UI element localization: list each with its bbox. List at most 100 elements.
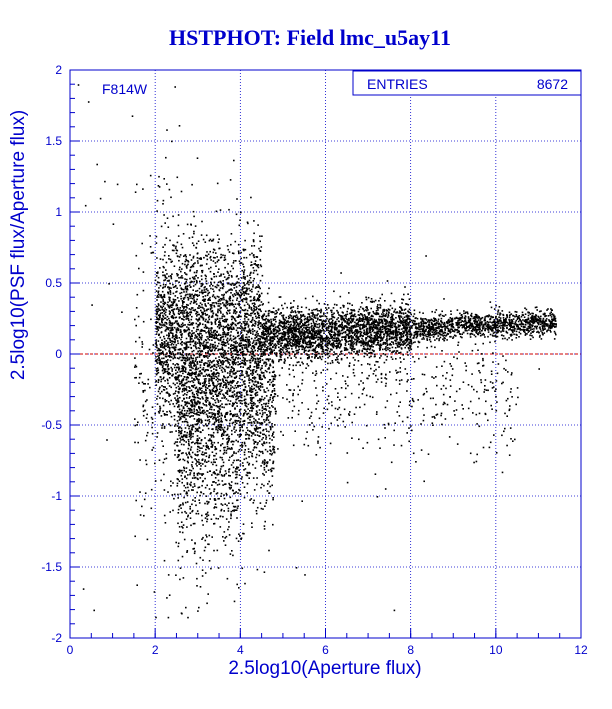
data-point <box>321 345 324 348</box>
data-point <box>304 321 306 324</box>
data-point <box>173 405 176 408</box>
data-point <box>190 323 193 325</box>
data-point <box>250 314 252 317</box>
data-point <box>373 338 376 341</box>
data-point <box>165 325 168 328</box>
data-point <box>322 319 325 322</box>
data-point <box>269 328 271 331</box>
data-point <box>256 364 258 366</box>
data-point <box>255 321 257 323</box>
data-point <box>372 324 375 326</box>
data-point <box>300 316 302 319</box>
data-point <box>247 281 249 284</box>
data-point <box>233 293 236 295</box>
data-point <box>236 382 238 385</box>
data-point <box>238 337 241 340</box>
data-point <box>208 267 210 270</box>
data-point <box>314 353 316 356</box>
data-point <box>217 410 219 412</box>
data-point <box>187 304 189 306</box>
data-point <box>159 284 162 287</box>
data-point <box>300 332 302 334</box>
data-point <box>196 295 199 297</box>
data-point <box>231 315 234 318</box>
data-point <box>341 339 343 341</box>
data-point <box>217 339 220 341</box>
data-point <box>234 363 237 366</box>
data-point <box>314 332 317 335</box>
data-point <box>227 263 229 265</box>
data-point <box>228 327 230 330</box>
data-point <box>222 296 225 299</box>
data-point <box>340 358 343 361</box>
data-point <box>400 336 403 339</box>
data-point <box>190 308 192 311</box>
data-point <box>244 313 247 316</box>
data-point <box>227 350 229 352</box>
data-point <box>195 290 197 292</box>
data-point <box>339 340 342 342</box>
data-point <box>234 377 236 379</box>
data-point <box>359 318 362 320</box>
data-point <box>233 440 235 443</box>
data-point <box>250 402 253 405</box>
data-point <box>368 317 371 319</box>
data-point <box>208 355 210 357</box>
data-point <box>180 326 182 328</box>
data-point <box>363 352 366 355</box>
data-point <box>160 378 163 381</box>
data-point <box>159 410 161 412</box>
data-point <box>303 330 305 332</box>
data-point <box>349 312 351 315</box>
data-point <box>285 316 287 319</box>
data-point <box>264 340 267 342</box>
data-point <box>155 328 158 330</box>
data-point <box>222 344 224 346</box>
data-point <box>214 346 216 348</box>
data-point <box>185 360 187 362</box>
data-point <box>165 261 168 264</box>
data-point <box>408 341 410 344</box>
data-point <box>257 321 259 324</box>
data-point <box>282 318 285 320</box>
data-point <box>374 299 377 302</box>
data-point <box>167 574 170 576</box>
data-point <box>270 322 273 325</box>
data-point <box>171 316 173 319</box>
data-point <box>309 346 311 349</box>
data-point <box>196 368 198 371</box>
data-point <box>401 333 404 335</box>
data-point <box>228 339 231 341</box>
data-point <box>326 346 329 349</box>
data-point <box>195 271 198 274</box>
data-point <box>228 289 230 291</box>
data-point <box>307 364 310 367</box>
data-point <box>359 330 362 333</box>
data-point <box>173 265 176 267</box>
data-point <box>191 341 193 343</box>
data-point <box>163 317 166 320</box>
data-point <box>256 293 258 295</box>
data-point <box>183 329 186 331</box>
data-point <box>221 294 223 296</box>
data-point <box>277 325 280 327</box>
data-point <box>375 360 377 363</box>
data-point <box>259 235 261 237</box>
data-point <box>309 339 311 342</box>
data-point <box>319 336 321 339</box>
data-point <box>399 321 402 323</box>
data-point <box>375 312 377 314</box>
data-point <box>304 297 307 300</box>
data-point <box>165 328 168 330</box>
data-point <box>320 310 323 312</box>
data-point <box>298 339 300 341</box>
data-point <box>227 381 229 384</box>
data-point <box>285 338 287 340</box>
data-point <box>323 325 326 328</box>
data-point <box>384 348 386 350</box>
data-point <box>167 226 170 228</box>
data-point <box>264 349 266 351</box>
data-point <box>209 353 212 356</box>
data-point <box>306 330 308 333</box>
data-point <box>192 327 195 329</box>
